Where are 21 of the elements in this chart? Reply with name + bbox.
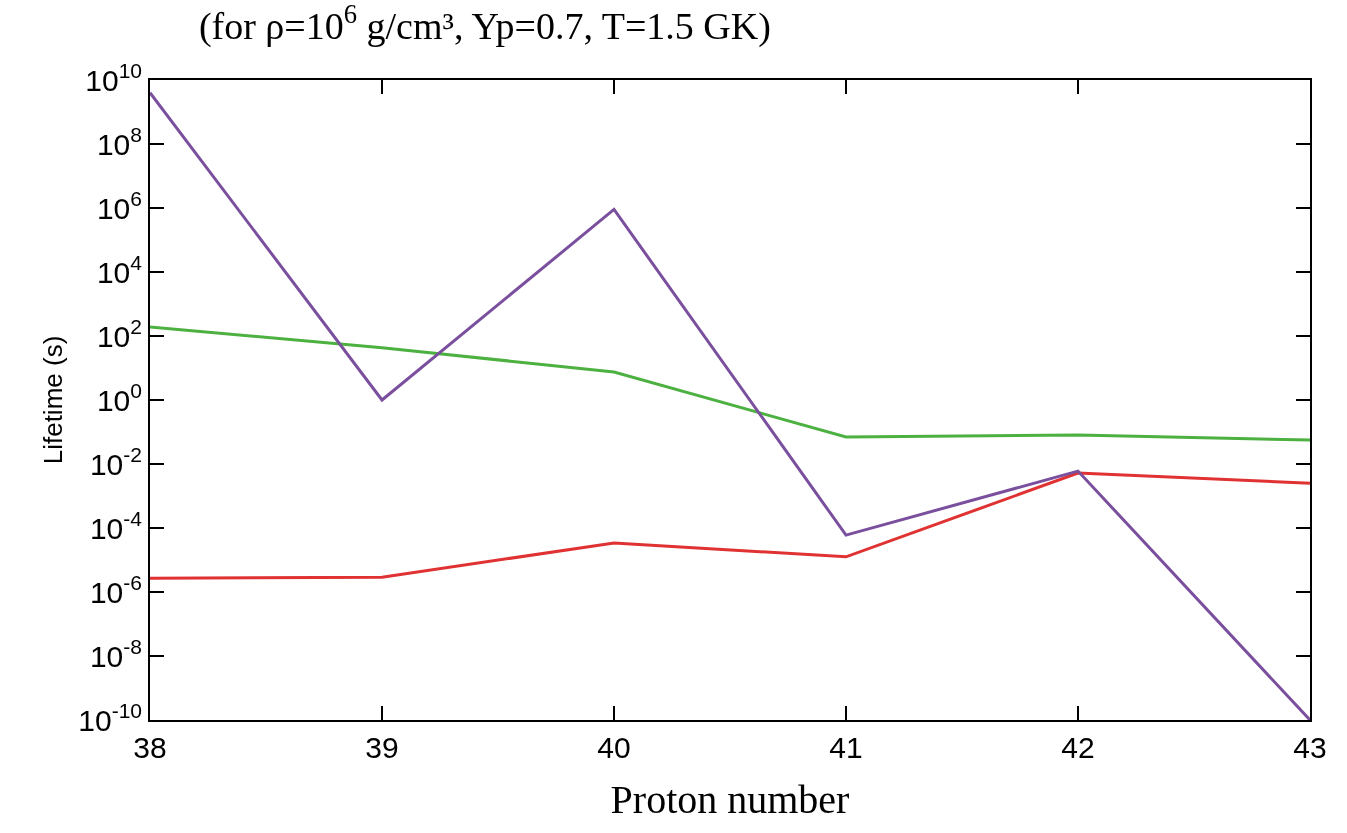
x-axis-title: Proton number (610, 777, 850, 822)
y-tick-label: 10$^{2}$ (96, 314, 142, 353)
y-tick-label: 10$^{8}$ (96, 122, 142, 161)
y-tick-label: 10$^{10}$ (85, 58, 142, 97)
line-series (150, 471, 1310, 580)
y-tick-label: 10$^{6}$ (96, 186, 142, 225)
x-tick-label: 43 (1293, 731, 1327, 764)
line-series (150, 325, 1310, 442)
y-tick-label: 10$^{-6}$ (89, 570, 142, 609)
y-axis-title: Lifetime (s) (38, 335, 69, 465)
x-tick-label: 41 (829, 731, 863, 764)
chart-title: (for ρ=10$^{6}$ g/cm³, Yp=0.7, T=1.5 GK) (198, 0, 771, 49)
x-tick-label: 42 (1061, 731, 1095, 764)
y-tick-label: 10$^{-2}$ (89, 442, 142, 481)
y-tick-label: 10$^{4}$ (96, 250, 143, 289)
y-tick-label: 10$^{-8}$ (89, 634, 142, 673)
x-tick-label: 40 (597, 731, 631, 764)
y-tick-label: 10$^{0}$ (96, 378, 142, 417)
x-tick-label: 39 (365, 731, 399, 764)
line-series (150, 91, 1310, 720)
y-tick-label: 10$^{-4}$ (89, 506, 143, 545)
